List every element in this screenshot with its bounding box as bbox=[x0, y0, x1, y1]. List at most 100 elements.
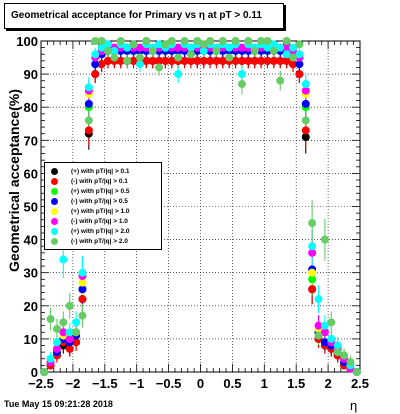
data-point bbox=[282, 43, 291, 52]
legend-marker-icon bbox=[51, 228, 58, 235]
data-points bbox=[40, 37, 361, 376]
data-point bbox=[52, 344, 61, 353]
data-point bbox=[103, 46, 112, 55]
data-point bbox=[269, 46, 278, 55]
legend-marker-icon bbox=[51, 178, 58, 185]
timestamp: Tue May 15 09:21:28 2018 bbox=[4, 399, 113, 409]
x-tick-label: 1 bbox=[261, 376, 268, 391]
data-point bbox=[91, 50, 100, 59]
data-point bbox=[78, 295, 87, 304]
x-tick-label: −2 bbox=[65, 376, 80, 391]
data-point bbox=[103, 56, 112, 65]
x-tick-label: 0.5 bbox=[223, 376, 241, 391]
data-point bbox=[129, 56, 138, 65]
data-point bbox=[301, 116, 310, 125]
data-point bbox=[244, 37, 253, 45]
data-point bbox=[199, 40, 208, 49]
x-tick-label: 2 bbox=[324, 376, 331, 391]
data-point bbox=[186, 50, 195, 59]
legend-label: (+) with pT/|q| > 0.5 bbox=[71, 188, 130, 195]
legend-label: (-) with pT/|q| > 0.1 bbox=[71, 178, 128, 185]
data-point bbox=[97, 60, 106, 69]
data-point bbox=[237, 80, 246, 89]
data-point bbox=[206, 37, 215, 45]
data-point bbox=[155, 56, 164, 65]
legend-label: (+) with pT/|q| > 1.0 bbox=[71, 208, 130, 215]
data-point bbox=[333, 348, 342, 357]
y-tick-label: 60 bbox=[24, 166, 38, 181]
legend-marker-icon bbox=[51, 198, 58, 205]
data-point bbox=[193, 37, 202, 45]
data-point bbox=[308, 275, 317, 284]
x-tick-label: −2.5 bbox=[28, 376, 54, 391]
data-point bbox=[276, 56, 285, 65]
data-point bbox=[65, 301, 74, 310]
data-point bbox=[237, 56, 246, 65]
data-point bbox=[180, 56, 189, 65]
data-point bbox=[308, 285, 317, 294]
data-point bbox=[110, 53, 119, 62]
y-tick-label: 20 bbox=[24, 299, 38, 314]
data-point bbox=[135, 43, 144, 52]
data-point bbox=[174, 43, 183, 52]
data-point bbox=[167, 37, 176, 45]
y-tick-label: 80 bbox=[24, 100, 38, 115]
data-point bbox=[225, 53, 234, 62]
data-point bbox=[65, 334, 74, 343]
data-point bbox=[116, 56, 125, 65]
data-point bbox=[148, 46, 157, 55]
data-point bbox=[123, 43, 132, 52]
data-point bbox=[199, 56, 208, 65]
data-point bbox=[65, 328, 74, 337]
data-point bbox=[72, 338, 81, 347]
data-point bbox=[59, 255, 68, 264]
data-point bbox=[282, 37, 291, 45]
data-point bbox=[59, 318, 68, 327]
x-tick-label: −1 bbox=[129, 376, 144, 391]
data-point bbox=[340, 351, 349, 360]
data-point bbox=[91, 70, 100, 79]
data-point bbox=[289, 60, 298, 69]
data-point bbox=[295, 40, 304, 49]
data-point bbox=[97, 43, 106, 52]
data-point bbox=[320, 338, 329, 347]
data-point bbox=[250, 46, 259, 55]
chart-title-box: Geometrical acceptance for Primary vs η … bbox=[4, 3, 284, 29]
data-point bbox=[346, 358, 355, 367]
data-point bbox=[72, 318, 81, 327]
data-point bbox=[167, 56, 176, 65]
data-point bbox=[320, 235, 329, 244]
data-point bbox=[276, 43, 285, 52]
data-point bbox=[263, 37, 272, 45]
data-point bbox=[174, 53, 183, 62]
data-point bbox=[65, 344, 74, 353]
data-point bbox=[308, 248, 317, 257]
data-point bbox=[218, 56, 227, 65]
legend: (+) with pT/|q| > 0.1 (-) with pT/|q| > 0… bbox=[44, 162, 162, 250]
data-point bbox=[142, 56, 151, 65]
data-point bbox=[97, 37, 106, 45]
legend-marker-icon bbox=[51, 238, 58, 245]
data-point bbox=[231, 37, 240, 45]
data-point bbox=[314, 321, 323, 330]
axis-ticks bbox=[40, 40, 361, 373]
data-point bbox=[237, 70, 246, 79]
data-point bbox=[186, 56, 195, 65]
data-point bbox=[314, 331, 323, 340]
data-point bbox=[212, 56, 221, 65]
data-point bbox=[269, 40, 278, 49]
legend-marker-icon bbox=[51, 218, 58, 225]
data-point bbox=[320, 321, 329, 330]
data-point bbox=[135, 53, 144, 62]
x-tick-label: 0 bbox=[197, 376, 204, 391]
data-point bbox=[314, 295, 323, 304]
data-point bbox=[142, 37, 151, 45]
x-tick-label: −0.5 bbox=[156, 376, 182, 391]
data-point bbox=[289, 53, 298, 62]
data-point bbox=[212, 46, 221, 55]
data-point bbox=[84, 99, 93, 108]
legend-label: (-) with pT/|q| > 1.0 bbox=[71, 218, 128, 225]
data-point bbox=[91, 60, 100, 69]
data-point bbox=[263, 43, 272, 52]
data-point bbox=[237, 43, 246, 52]
